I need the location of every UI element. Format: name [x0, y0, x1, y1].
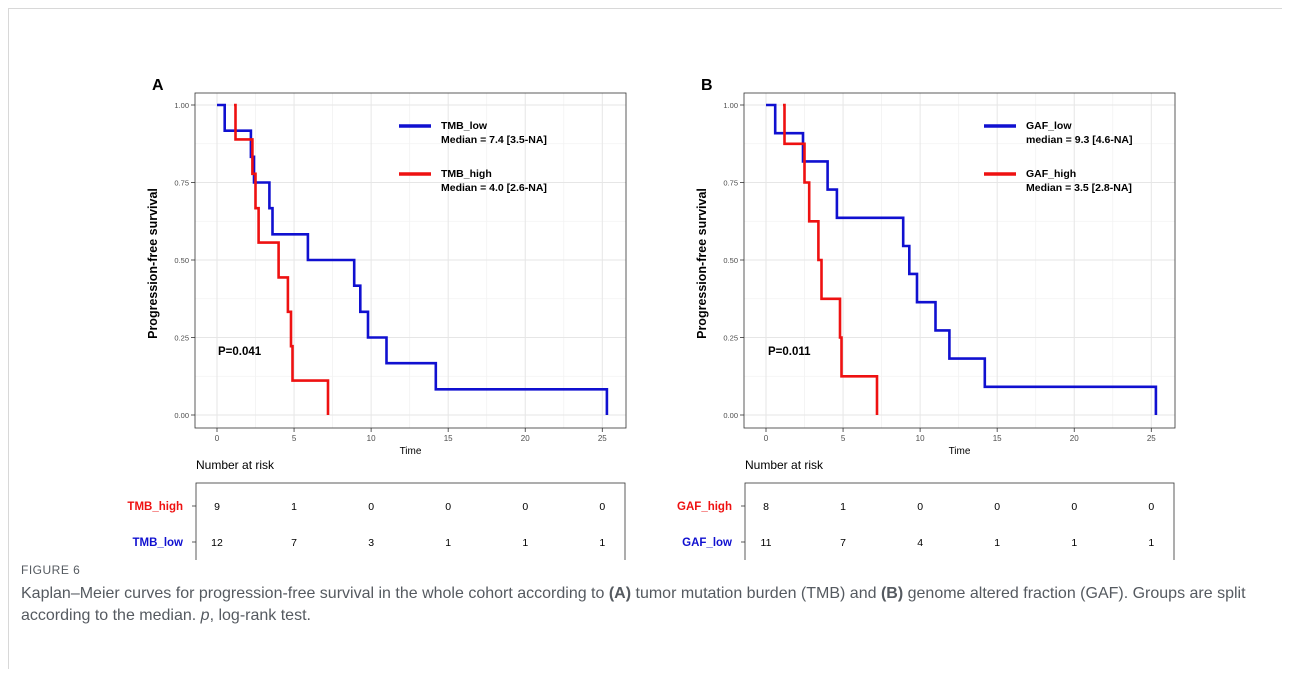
km-curve-gaf-low [766, 103, 1158, 415]
x-tick-label: 15 [444, 434, 453, 443]
x-tick-label: 10 [916, 434, 925, 443]
legend-label: TMB_low [441, 120, 488, 132]
risk-value: 0 [994, 501, 1000, 513]
risk-table-border [195, 482, 626, 560]
risk-value: 7 [291, 537, 297, 549]
x-tick-label: 15 [993, 434, 1002, 443]
x-tick-label: 10 [367, 434, 376, 443]
risk-value: 8 [763, 501, 769, 513]
y-axis-label: Progression-free survival [146, 188, 160, 339]
risk-value: 1 [445, 537, 451, 549]
x-tick-label: 20 [1070, 434, 1079, 443]
risk-value: 1 [599, 537, 605, 549]
legend-median: Median = 3.5 [2.8-NA] [1026, 182, 1132, 194]
figure-label: FIGURE 6 [21, 563, 81, 577]
risk-value: 0 [917, 501, 923, 513]
legend-median: median = 9.3 [4.6-NA] [1026, 134, 1133, 146]
legend-label: GAF_low [1026, 120, 1072, 132]
risk-value: 1 [291, 501, 297, 513]
caption-part: Kaplan–Meier curves for progression-free… [21, 585, 609, 602]
risk-value: 3 [368, 537, 374, 549]
x-tick-label: 25 [1147, 434, 1156, 443]
legend-median: Median = 7.4 [3.5-NA] [441, 134, 547, 146]
risk-row-label: TMB_high [127, 501, 183, 513]
caption-part: , log-rank test. [209, 607, 311, 624]
y-tick-label: 0.25 [174, 334, 189, 343]
risk-value: 0 [522, 501, 528, 513]
risk-value: 1 [1148, 537, 1154, 549]
x-tick-label: 25 [598, 434, 607, 443]
p-value: P=0.011 [768, 346, 811, 358]
figure-svg: A0 5 10 15 20 250.000.250.500.751.00TimeProgr… [127, 77, 1176, 560]
y-tick-label: 0.50 [723, 256, 738, 265]
caption-part: (B) [880, 585, 904, 602]
risk-value: 11 [761, 537, 772, 549]
panel-label: A [152, 77, 164, 94]
plot-border [743, 92, 1176, 429]
legend-median: Median = 4.0 [2.6-NA] [441, 182, 547, 194]
p-value: P=0.041 [218, 346, 262, 358]
legend-label: GAF_high [1026, 168, 1076, 180]
risk-value: 1 [840, 501, 846, 513]
y-tick-label: 0.00 [174, 411, 189, 420]
risk-table-border [744, 482, 1175, 560]
km-curve-gaf-high [783, 103, 879, 415]
caption-part: tumor mutation burden (TMB) and [631, 585, 881, 602]
panel-label: B [701, 77, 713, 94]
x-tick-label: 5 [292, 434, 297, 443]
risk-value: 0 [1071, 501, 1077, 513]
figure-caption-text: Kaplan–Meier curves for progression-free… [21, 583, 1271, 627]
risk-value: 12 [211, 537, 223, 549]
y-tick-label: 0.25 [723, 334, 738, 343]
y-tick-label: 1.00 [174, 101, 189, 110]
x-tick-label: 5 [841, 434, 846, 443]
x-tick-label: 20 [521, 434, 530, 443]
km-curve-tmb-low [217, 103, 609, 415]
legend-label: TMB_high [441, 168, 492, 180]
risk-value: 1 [994, 537, 1000, 549]
x-tick-label: 0 [215, 434, 220, 443]
x-axis-label: Time [400, 446, 422, 457]
figure-frame [8, 8, 1282, 669]
y-tick-label: 1.00 [723, 101, 738, 110]
caption-part: p [200, 607, 210, 624]
y-tick-label: 0.00 [723, 411, 738, 420]
risk-value: 4 [917, 537, 923, 549]
risk-row-label: GAF_low [682, 537, 732, 549]
y-axis-label: Progression-free survival [695, 188, 709, 339]
risk-row-label: GAF_high [677, 501, 732, 513]
x-tick-label: 0 [764, 434, 769, 443]
risk-value: 7 [840, 537, 846, 549]
panel-b: B0 5 10 15 20 250.000.250.500.751.00TimeProgr… [677, 77, 1176, 560]
risk-value: 0 [1148, 501, 1154, 513]
y-tick-label: 0.50 [174, 256, 189, 265]
risk-value: 1 [1071, 537, 1077, 549]
risk-value: 9 [214, 501, 220, 513]
plot-border [194, 92, 627, 429]
caption-part: genome altered fraction (GAF). Groups ar… [21, 585, 1246, 624]
y-tick-label: 0.75 [174, 179, 189, 188]
risk-value: 0 [445, 501, 451, 513]
risk-table-title: Number at risk [745, 458, 824, 472]
risk-row-label: TMB_low [133, 537, 184, 549]
panel-a: A0 5 10 15 20 250.000.250.500.751.00TimeProgr… [127, 77, 627, 560]
risk-value: 0 [599, 501, 605, 513]
x-axis-label: Time [949, 446, 971, 457]
risk-value: 1 [522, 537, 528, 549]
caption-part: (A) [608, 585, 632, 602]
risk-value: 0 [368, 501, 374, 513]
y-tick-label: 0.75 [723, 179, 738, 188]
risk-table-title: Number at risk [196, 458, 275, 472]
figure-caption: FIGURE 6 Kaplan–Meier curves for progres… [21, 563, 1271, 627]
km-curve-tmb-high [234, 103, 330, 415]
